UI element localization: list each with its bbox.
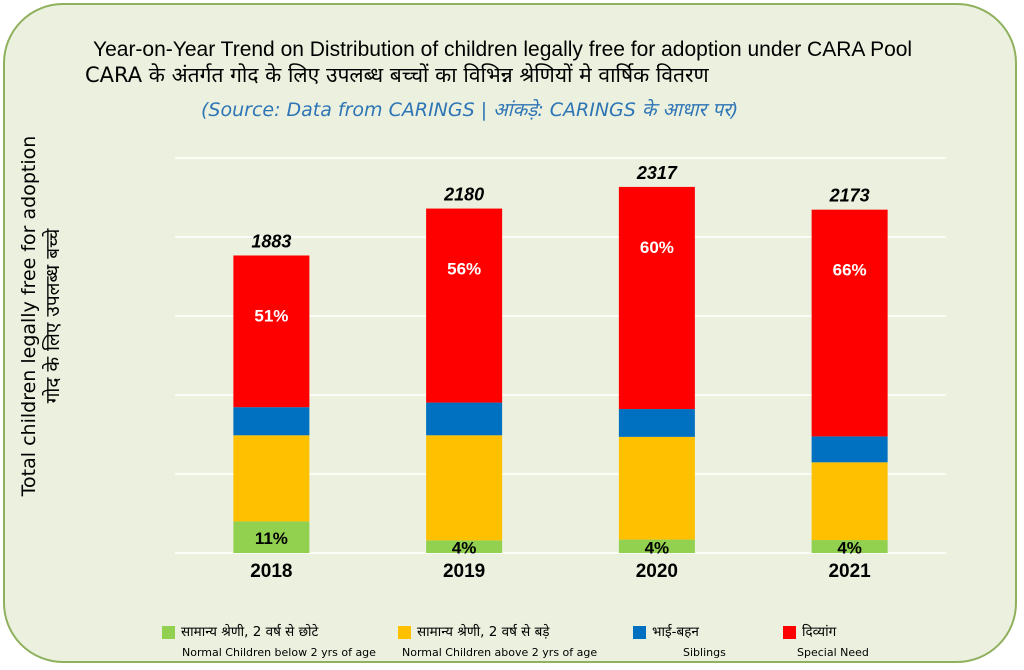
bar-segment-special_need [811,209,888,437]
bar-segment-siblings [618,409,695,437]
legend-sublabel-normal_below_2: Normal Children below 2 yrs of age [182,646,376,659]
chart-subtitle: CARA के अंतर्गत गोद के लिए उपलब्ध बच्चों… [85,63,709,87]
legend-swatch-special_need [783,626,796,639]
chart-source: (Source: Data from CARINGS | आंकड़े: CAR… [201,99,739,121]
legend-swatch-normal_below_2 [162,626,175,639]
bar-segment-siblings [233,407,310,436]
legend-label-siblings: भाई-बहन [652,624,699,640]
segment-label-normal_below_2: 11% [255,529,288,548]
segment-label-special_need: 56% [447,260,481,279]
legend-swatch-normal_above_2 [398,626,411,639]
legend-sublabel-special_need: Special Need [797,646,869,659]
bar-segment-normal_above_2 [811,462,888,541]
bar-segment-normal_below_2 [426,540,503,553]
bar-total-label: 1883 [251,231,291,251]
bar-segment-special_need [618,186,695,410]
x-tick-label: 2021 [828,561,871,582]
bar-segment-normal_below_2 [233,521,310,553]
segment-label-normal_below_2: 4% [645,538,670,557]
chart-title: Year-on-Year Trend on Distribution of ch… [93,38,913,61]
bar-segment-siblings [426,402,503,436]
legend-sublabel-siblings: Siblings [683,646,726,659]
legend-label-normal_below_2: सामान्य श्रेणी, 2 वर्ष से छोटे [181,624,319,640]
x-tick-label: 2020 [636,561,678,582]
bar-segment-normal_below_2 [811,540,888,553]
x-tick-label: 2019 [443,561,485,582]
bar-segment-normal_below_2 [618,539,695,553]
legend-label-normal_above_2: सामान्य श्रेणी, 2 वर्ष से बड़े [417,624,550,640]
segment-label-special_need: 66% [833,261,867,280]
segment-label-normal_below_2: 4% [837,539,862,558]
legend-sublabel-normal_above_2: Normal Children above 2 yrs of age [402,646,598,659]
bar-segment-normal_above_2 [233,435,310,522]
bar-segment-special_need [233,255,310,408]
legend-swatch-siblings [633,626,646,639]
segment-label-special_need: 60% [640,238,674,257]
legend-label-special_need: दिव्यांग [802,624,837,640]
bar-segment-siblings [811,436,888,463]
bar-total-label: 2173 [829,186,870,206]
x-tick-label: 2018 [250,561,292,582]
bar-segment-normal_above_2 [426,435,503,541]
bar-segment-normal_above_2 [618,436,695,540]
segment-label-special_need: 51% [254,306,288,325]
segment-label-normal_below_2: 4% [452,539,477,558]
bar-total-label: 2180 [443,185,484,205]
bar-segment-special_need [426,208,503,403]
bar-total-label: 2317 [636,163,678,183]
